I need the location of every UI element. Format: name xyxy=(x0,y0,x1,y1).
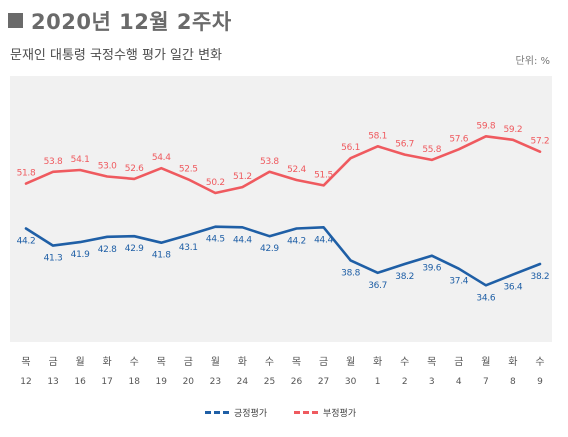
negative-data-label: 53.8 xyxy=(260,157,279,167)
positive-data-label: 44.2 xyxy=(287,237,306,247)
legend-label-positive: 긍정평가 xyxy=(234,409,268,419)
x-tick-day: 금 xyxy=(184,356,193,368)
negative-data-label: 51.2 xyxy=(233,172,252,182)
legend-item-negative: 부정평가 xyxy=(294,406,356,419)
legend-item-positive: 긍정평가 xyxy=(205,406,267,419)
chart-title: 2020년 12월 2주차 xyxy=(8,6,232,36)
x-tick-date: 25 xyxy=(264,377,275,387)
positive-data-label: 44.2 xyxy=(17,237,36,247)
legend-swatch-positive xyxy=(205,411,229,414)
positive-data-label: 41.3 xyxy=(44,254,63,264)
negative-data-label: 51.5 xyxy=(314,170,333,180)
x-tick-date: 27 xyxy=(318,377,329,387)
positive-data-label: 42.8 xyxy=(98,245,117,255)
positive-data-label: 36.7 xyxy=(368,281,387,291)
positive-series-line xyxy=(24,225,542,287)
x-tick-date: 13 xyxy=(47,377,58,387)
x-tick-day: 수 xyxy=(535,356,544,368)
negative-data-label: 55.8 xyxy=(422,145,441,155)
negative-data-label: 50.2 xyxy=(206,178,225,188)
negative-data-label: 51.8 xyxy=(17,169,36,179)
x-tick-date: 3 xyxy=(429,377,435,387)
x-tick-day: 화 xyxy=(238,356,247,368)
x-tick-day: 목 xyxy=(292,356,301,368)
x-tick-day: 화 xyxy=(508,356,517,368)
x-tick-day: 목 xyxy=(21,356,30,368)
x-tick-day: 수 xyxy=(130,356,139,368)
x-tick-day: 월 xyxy=(75,356,84,368)
negative-data-label: 59.2 xyxy=(503,125,522,135)
plot-area xyxy=(10,76,552,342)
positive-data-label: 43.1 xyxy=(179,243,198,253)
x-tick-day: 화 xyxy=(103,356,112,368)
x-tick-day: 금 xyxy=(454,356,463,368)
positive-data-label: 44.4 xyxy=(233,235,252,245)
x-tick-date: 12 xyxy=(20,377,31,387)
legend-swatch-negative xyxy=(294,411,318,414)
negative-data-label: 52.5 xyxy=(179,164,198,174)
legend-label-negative: 부정평가 xyxy=(323,409,357,419)
x-tick-date: 4 xyxy=(456,377,462,387)
x-tick-day: 목 xyxy=(157,356,166,368)
chart-subtitle: 문재인 대통령 국정수행 평가 일간 변화 xyxy=(10,48,223,63)
negative-data-label: 59.8 xyxy=(476,121,495,131)
negative-data-label: 56.1 xyxy=(341,143,360,153)
x-tick-date: 26 xyxy=(291,377,303,387)
title-square-icon xyxy=(8,13,23,28)
negative-data-label: 54.1 xyxy=(71,155,90,165)
x-tick-day: 수 xyxy=(265,356,274,368)
x-tick-date: 30 xyxy=(345,377,357,387)
positive-data-label: 34.6 xyxy=(476,293,495,303)
negative-data-label: 52.4 xyxy=(287,165,306,175)
positive-data-label: 41.8 xyxy=(152,251,171,261)
x-tick-date: 24 xyxy=(237,377,249,387)
x-tick-date: 16 xyxy=(74,377,86,387)
x-tick-day: 월 xyxy=(481,356,490,368)
negative-series-line xyxy=(24,135,542,195)
x-tick-date: 1 xyxy=(375,377,381,387)
x-tick-date: 2 xyxy=(402,377,408,387)
unit-label: 단위: % xyxy=(515,56,550,67)
x-tick-date: 20 xyxy=(183,377,195,387)
positive-data-label: 37.4 xyxy=(449,277,468,287)
positive-data-label: 36.4 xyxy=(503,283,522,293)
negative-data-label: 54.4 xyxy=(152,153,171,163)
x-tick-date: 8 xyxy=(510,377,516,387)
positive-data-label: 41.9 xyxy=(71,250,90,260)
x-tick-day: 목 xyxy=(427,356,436,368)
negative-data-label: 53.0 xyxy=(98,162,117,172)
negative-data-label: 57.2 xyxy=(531,137,550,147)
x-tick-day: 월 xyxy=(346,356,355,368)
x-tick-date: 9 xyxy=(537,377,543,387)
x-tick-day: 금 xyxy=(319,356,328,368)
negative-data-label: 52.6 xyxy=(125,164,144,174)
positive-data-label: 42.9 xyxy=(125,244,144,254)
positive-data-label: 39.6 xyxy=(422,264,441,274)
x-tick-date: 17 xyxy=(101,377,112,387)
positive-data-label: 42.9 xyxy=(260,244,279,254)
positive-data-label: 38.2 xyxy=(531,272,550,282)
positive-data-label: 44.5 xyxy=(206,235,225,245)
negative-data-label: 58.1 xyxy=(368,131,387,141)
x-tick-date: 18 xyxy=(128,377,140,387)
x-tick-day: 화 xyxy=(373,356,382,368)
negative-data-label: 57.6 xyxy=(449,134,468,144)
x-tick-day: 수 xyxy=(400,356,409,368)
chart-title-text: 2020년 12월 2주차 xyxy=(31,10,232,34)
x-tick-day: 금 xyxy=(48,356,57,368)
x-tick-date: 23 xyxy=(210,377,221,387)
negative-data-label: 56.7 xyxy=(395,140,414,150)
negative-data-label: 53.8 xyxy=(44,157,63,167)
x-tick-day: 월 xyxy=(211,356,220,368)
x-tick-date: 19 xyxy=(156,377,168,387)
positive-data-label: 38.8 xyxy=(341,268,360,278)
x-tick-date: 7 xyxy=(483,377,489,387)
positive-data-label: 38.2 xyxy=(395,272,414,282)
positive-data-label: 44.4 xyxy=(314,235,333,245)
